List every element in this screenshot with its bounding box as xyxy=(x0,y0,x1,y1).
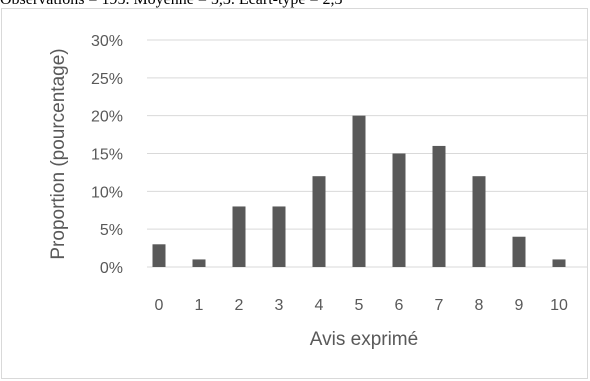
x-tick-label: 9 xyxy=(515,297,524,314)
bar xyxy=(472,176,486,267)
x-tick-label: 0 xyxy=(155,297,164,314)
bar xyxy=(312,176,326,267)
y-tick-label: 5% xyxy=(100,222,123,239)
bar xyxy=(392,153,406,267)
x-tick-label: 3 xyxy=(275,297,284,314)
gridlines xyxy=(147,39,587,268)
y-tick-label: 10% xyxy=(91,184,123,201)
x-tick-label: 1 xyxy=(195,297,204,314)
bars xyxy=(152,115,566,268)
x-tick-label: 5 xyxy=(355,297,364,314)
y-tick-label: 20% xyxy=(91,109,123,126)
bar xyxy=(432,145,446,267)
x-axis-ticks: 0 1 2 3 4 5 6 7 8 9 10 xyxy=(155,297,568,314)
y-tick-label: 30% xyxy=(91,33,123,50)
x-tick-label: 10 xyxy=(550,297,568,314)
y-tick-label: 25% xyxy=(91,71,123,88)
chart-caption: Observations = 195. Moyenne = 5,3. Ecart… xyxy=(0,0,590,9)
x-tick-label: 7 xyxy=(435,297,444,314)
bar xyxy=(152,244,166,267)
bar xyxy=(232,206,246,267)
y-tick-label: 15% xyxy=(91,147,123,164)
x-axis-title: Avis exprimé xyxy=(310,329,418,350)
chart-area: 0% 5% 10% 15% 20% 25% 30% 0 1 2 3 4 5 6 7 8 9 10 Avis ex… xyxy=(1,8,588,379)
x-tick-label: 2 xyxy=(235,297,244,314)
bar xyxy=(552,259,566,267)
bar xyxy=(272,206,286,267)
y-axis-ticks: 0% 5% 10% 15% 20% 25% 30% xyxy=(91,33,123,277)
x-tick-label: 6 xyxy=(395,297,404,314)
y-axis-title: Proportion (pourcentage) xyxy=(48,48,69,259)
bar-chart: 0% 5% 10% 15% 20% 25% 30% 0 1 2 3 4 5 6 7 8 9 10 Avis ex… xyxy=(48,33,587,350)
bar xyxy=(512,236,526,267)
x-tick-label: 4 xyxy=(315,297,324,314)
x-tick-label: 8 xyxy=(475,297,484,314)
bar xyxy=(192,259,206,267)
bar xyxy=(352,115,366,268)
y-tick-label: 0% xyxy=(100,260,123,277)
